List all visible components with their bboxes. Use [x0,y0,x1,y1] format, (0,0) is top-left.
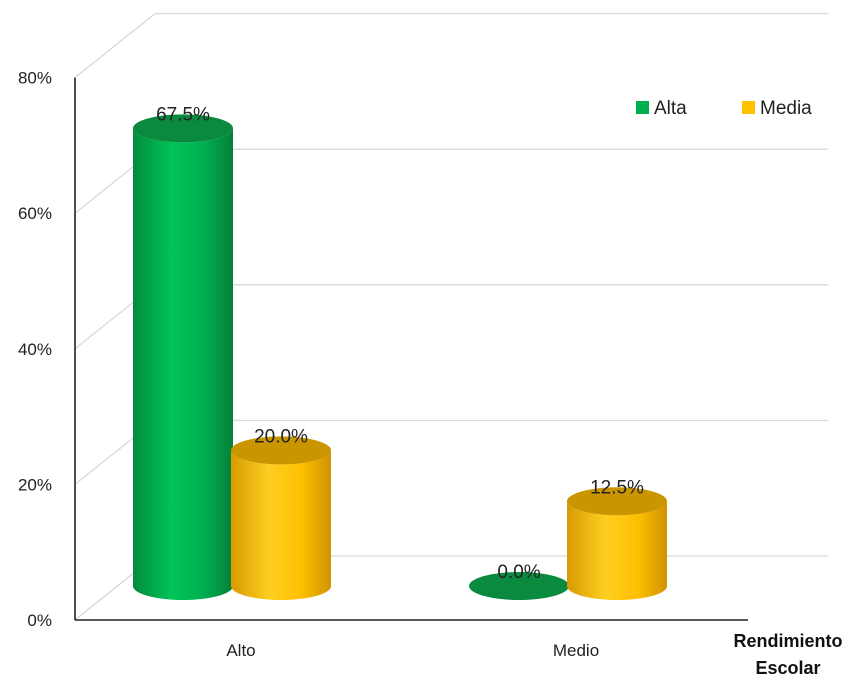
bar-alta-medio [469,572,569,600]
bar-media-medio [567,487,667,600]
legend-label-alta: Alta [654,98,687,119]
x-axis-title-line-1: Rendimiento [733,631,842,651]
y-tick-label: 60% [18,204,52,223]
bar-top [133,114,233,143]
side-gridline-80 [74,13,156,79]
category-axis-labels: Alto Medio [226,641,599,660]
x-axis-title-line-2: Escolar [755,658,820,678]
bar-top [469,572,569,600]
legend-swatch-media [742,101,755,114]
legend-swatch-alta [636,101,649,114]
legend-label-media: Media [760,98,812,119]
bar-top [567,487,667,516]
data-labels: 67.5% 20.0% 0.0% 12.5% [156,104,644,583]
bar-body [231,450,331,600]
axes: 0% 20% 40% 60% 80% [18,69,748,630]
legend: Alta Media [636,98,812,119]
bar-body [567,501,667,600]
bar-top [231,436,331,465]
y-tick-label: 0% [27,611,52,630]
y-tick-label: 80% [18,69,52,88]
category-label-medio: Medio [553,641,599,660]
data-label-alta-alto: 67.5% [156,104,210,125]
x-axis-title: Rendimiento Escolar [733,631,842,678]
bars [133,114,667,600]
category-label-alto: Alto [226,641,255,660]
y-tick-label: 40% [18,340,52,359]
y-tick-label: 20% [18,475,52,494]
bar-body [133,128,233,600]
data-label-media-medio: 12.5% [590,477,644,498]
bar-media-alto [231,436,331,600]
data-label-alta-medio: 0.0% [497,562,540,583]
data-label-media-alto: 20.0% [254,426,308,447]
bar-alta-alto [133,114,233,600]
